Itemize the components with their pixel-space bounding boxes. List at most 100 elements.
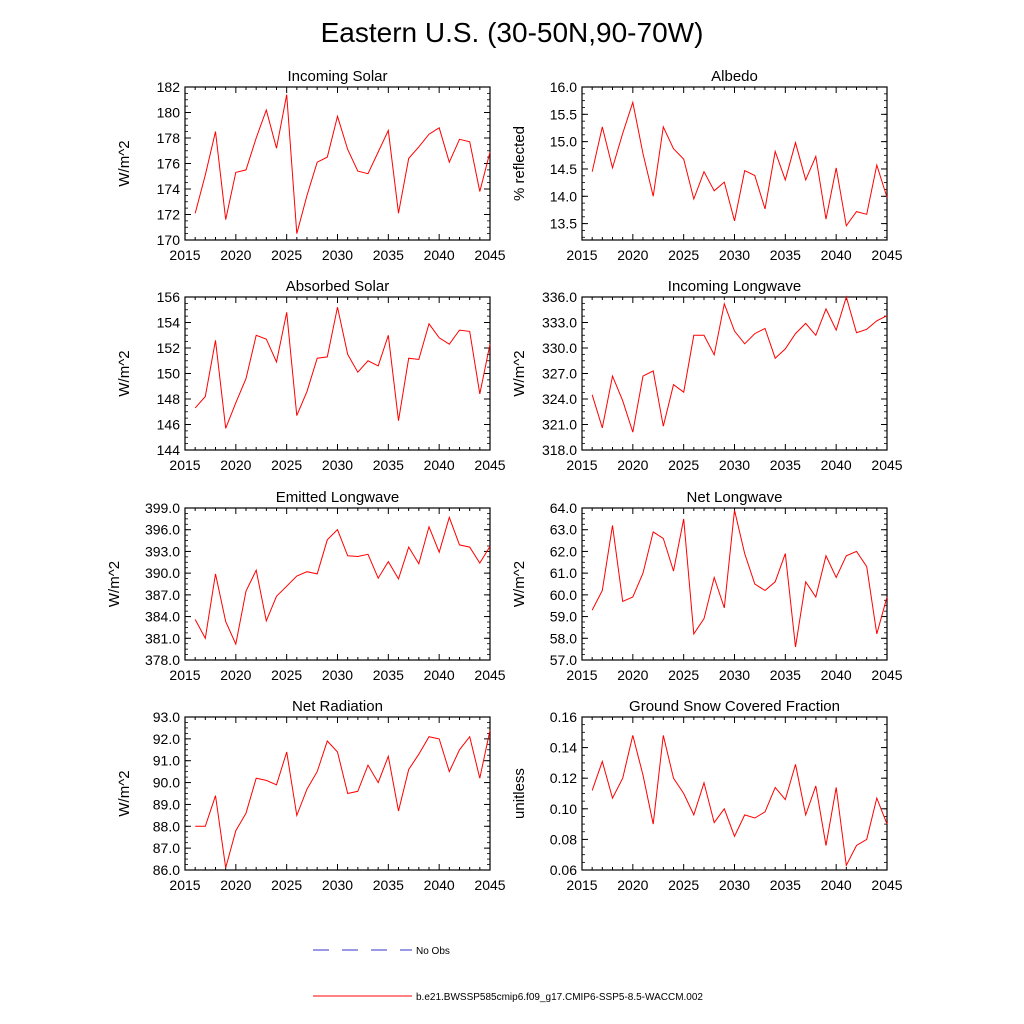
y-tick-label: 390.0 [145,565,180,581]
panel-title: Incoming Longwave [668,278,801,295]
x-tick-label: 2020 [220,667,251,683]
x-tick-label: 2020 [617,667,648,683]
y-tick-label: 16.0 [550,79,577,95]
x-tick-label: 2035 [770,667,801,683]
x-tick-label: 2035 [770,247,801,263]
y-axis-label: W/m^2 [106,561,123,607]
y-tick-label: 89.0 [153,796,180,812]
x-tick-label: 2015 [566,877,597,893]
x-tick-label: 2045 [474,877,505,893]
y-tick-label: 144 [157,442,181,458]
series-line [592,297,887,432]
plot-frame [582,508,887,660]
x-tick-label: 2015 [566,457,597,473]
y-tick-label: 15.0 [550,134,577,150]
x-tick-label: 2045 [474,457,505,473]
x-tick-label: 2035 [373,457,404,473]
x-tick-label: 2015 [169,877,200,893]
x-tick-label: 2035 [770,457,801,473]
y-tick-label: 61.0 [550,565,577,581]
y-tick-label: 0.08 [550,831,577,847]
x-tick-label: 2035 [373,667,404,683]
y-tick-label: 59.0 [550,609,577,625]
y-axis-label: W/m^2 [116,350,133,396]
y-tick-label: 174 [157,181,181,197]
y-tick-label: 387.0 [145,587,180,603]
panel-4: Incoming Longwave 2015 2020 2025 2030 2035 204… [511,278,903,473]
panel-6: Net Longwave 2015 2020 2025 2030 2035 2040 2045… [511,489,903,683]
x-tick-label: 2025 [271,667,302,683]
x-tick-label: 2030 [322,667,353,683]
x-tick-label: 2035 [770,877,801,893]
y-tick-label: 333.0 [542,315,577,331]
y-tick-label: 93.0 [153,709,180,725]
x-tick-label: 2015 [566,667,597,683]
x-tick-label: 2030 [322,457,353,473]
y-tick-label: 57.0 [550,652,577,668]
plot-frame [185,87,490,240]
x-tick-label: 2040 [424,247,455,263]
y-tick-label: 318.0 [542,442,577,458]
y-axis-label: W/m^2 [511,561,528,607]
x-tick-label: 2015 [169,457,200,473]
x-tick-label: 2025 [271,877,302,893]
x-tick-label: 2040 [424,877,455,893]
y-axis-label: W/m^2 [116,140,133,186]
x-tick-label: 2040 [424,457,455,473]
y-tick-label: 58.0 [550,630,577,646]
series-line [195,517,490,644]
y-tick-label: 86.0 [153,862,180,878]
series-line [592,510,887,647]
series-line [195,307,490,428]
x-tick-label: 2045 [871,247,902,263]
series-line [195,95,490,234]
y-tick-label: 64.0 [550,500,577,516]
y-tick-label: 180 [157,105,181,121]
x-tick-label: 2035 [373,247,404,263]
series-line [195,730,490,868]
y-tick-label: 336.0 [542,289,577,305]
y-axis-label: % reflected [511,126,528,201]
y-axis-label: unitless [511,768,528,819]
y-tick-label: 60.0 [550,587,577,603]
plot-frame [582,87,887,240]
figure-title: Eastern U.S. (30-50N,90-70W) [321,17,704,48]
panel-title: Ground Snow Covered Fraction [629,698,840,715]
series-line [592,102,887,226]
x-tick-label: 2045 [474,247,505,263]
panel-title: Net Radiation [292,698,383,715]
x-tick-label: 2030 [719,457,750,473]
y-tick-label: 176 [157,156,181,172]
y-tick-label: 14.0 [550,188,577,204]
y-axis-label: W/m^2 [116,770,133,816]
y-tick-label: 148 [157,391,181,407]
x-tick-label: 2030 [719,667,750,683]
legend: No Obs b.e21.BWSSP585cmip6.f09_g17.CMIP6… [313,946,703,1003]
x-tick-label: 2045 [474,667,505,683]
y-tick-label: 396.0 [145,522,180,538]
plot-frame [582,297,887,450]
x-tick-label: 2025 [271,457,302,473]
plot-frame [185,717,490,870]
x-tick-label: 2020 [617,877,648,893]
x-tick-label: 2030 [322,877,353,893]
panel-title: Net Longwave [687,489,783,506]
panel-title: Incoming Solar [287,68,387,85]
x-tick-label: 2015 [169,247,200,263]
x-tick-label: 2015 [566,247,597,263]
y-tick-label: 182 [157,79,181,95]
panel-7: Net Radiation 2015 2020 2025 2030 2035 2040 204… [116,698,506,893]
panel-2: Albedo 2015 2020 2025 2030 2035 2040 2045 13.5 14… [511,68,903,263]
figure-canvas: Eastern U.S. (30-50N,90-70W) Incoming So… [0,0,1024,1024]
y-tick-label: 324.0 [542,391,577,407]
x-tick-label: 2025 [271,247,302,263]
x-tick-label: 2045 [871,667,902,683]
y-tick-label: 170 [157,232,181,248]
y-tick-label: 0.16 [550,709,577,725]
y-tick-label: 378.0 [145,652,180,668]
y-tick-label: 330.0 [542,340,577,356]
y-tick-label: 92.0 [153,731,180,747]
y-tick-label: 0.10 [550,801,577,817]
x-tick-label: 2025 [668,457,699,473]
figure-page: Eastern U.S. (30-50N,90-70W) Incoming So… [0,0,1024,1024]
